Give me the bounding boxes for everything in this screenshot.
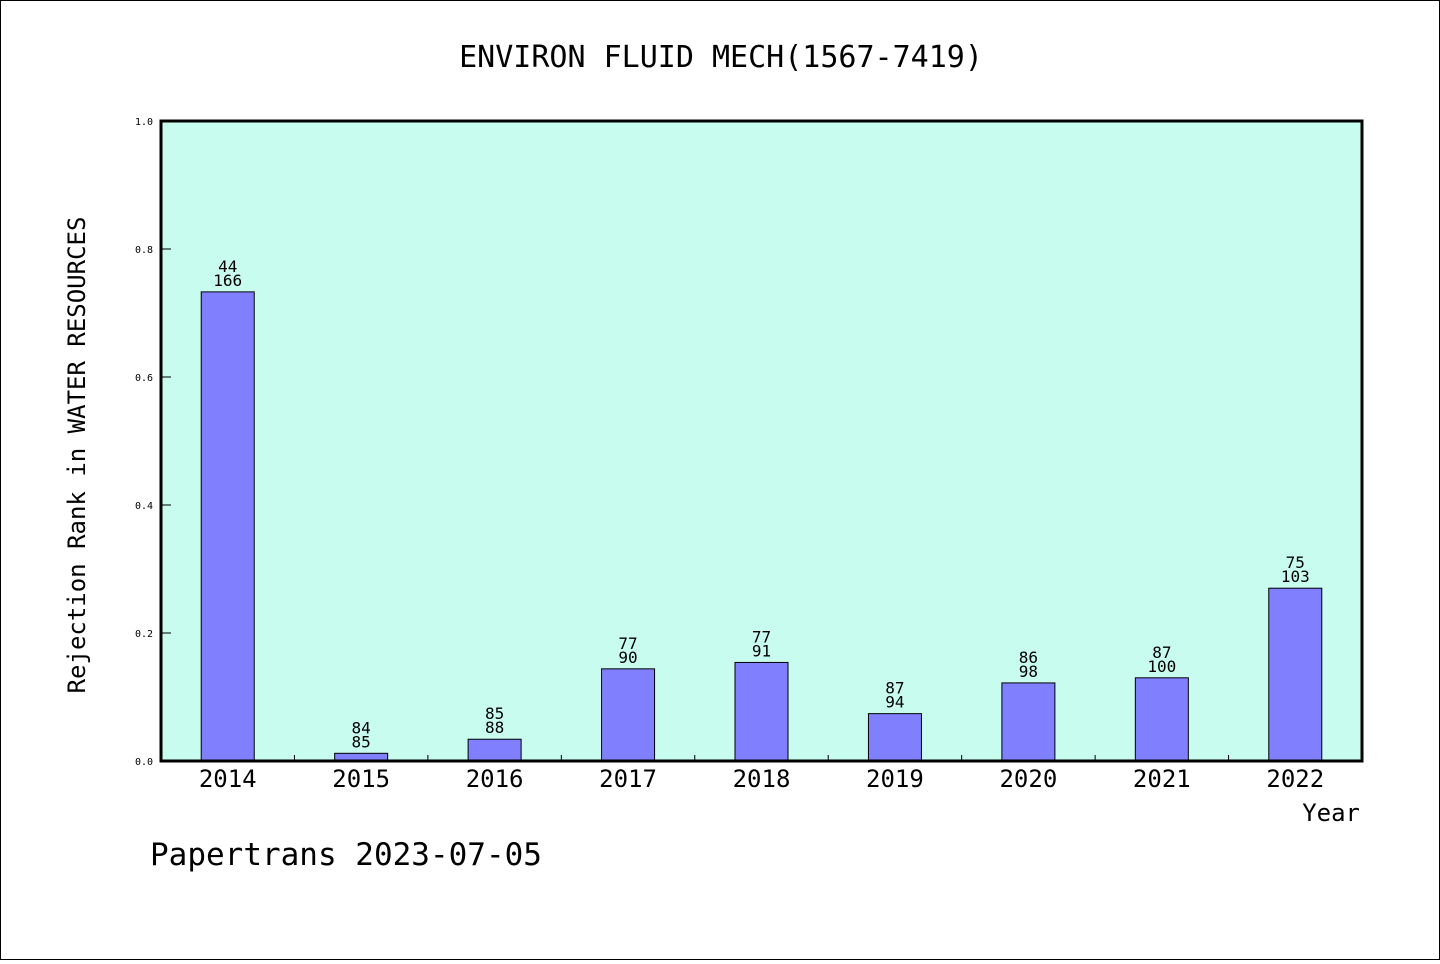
bar-label-top: 85 bbox=[485, 704, 504, 723]
plot-area bbox=[159, 119, 1364, 763]
bar-2022 bbox=[1268, 587, 1323, 762]
bar-label-bottom: 91 bbox=[752, 641, 771, 660]
x-tick-label: 2022 bbox=[1266, 765, 1324, 793]
x-tick-label: 2018 bbox=[733, 765, 791, 793]
x-axis-label: Year bbox=[1302, 799, 1360, 827]
y-tick-label: 0.0 bbox=[135, 757, 153, 768]
bar-label-bottom: 103 bbox=[1281, 567, 1310, 586]
bar-label-top: 84 bbox=[352, 718, 371, 737]
x-tick-label: 2017 bbox=[599, 765, 657, 793]
bars bbox=[200, 291, 1323, 762]
bar-2021 bbox=[1134, 677, 1189, 762]
bar-label-top: 86 bbox=[1019, 648, 1038, 667]
bar-2018 bbox=[734, 661, 789, 762]
y-tick-label: 1.0 bbox=[135, 117, 153, 128]
bar-2014 bbox=[200, 291, 255, 762]
bar-label-bottom: 88 bbox=[485, 718, 504, 737]
bar-label-top: 87 bbox=[1152, 643, 1171, 662]
y-tick-label: 0.4 bbox=[135, 501, 153, 512]
y-axis-label: Rejection Rank in WATER RESOURCES bbox=[63, 217, 91, 694]
bar-label-top: 87 bbox=[885, 679, 904, 698]
bar-2019 bbox=[867, 713, 922, 762]
x-tick-label: 2020 bbox=[999, 765, 1057, 793]
bar-2016 bbox=[467, 738, 522, 762]
bar-label-top: 77 bbox=[752, 627, 771, 646]
x-tick-label: 2019 bbox=[866, 765, 924, 793]
bar-label-top: 77 bbox=[618, 634, 637, 653]
bar-2020 bbox=[1001, 682, 1056, 762]
bar-label-bottom: 94 bbox=[885, 693, 904, 712]
chart-title: ENVIRON FLUID MECH(1567-7419) bbox=[459, 40, 983, 75]
x-tick-label: 2015 bbox=[332, 765, 390, 793]
bar-label-top: 44 bbox=[218, 257, 237, 276]
bar-label-bottom: 85 bbox=[352, 732, 371, 751]
bar-label-top: 75 bbox=[1286, 553, 1305, 572]
x-tick-label: 2016 bbox=[466, 765, 524, 793]
bar-2017 bbox=[601, 668, 656, 762]
bar-label-bottom: 98 bbox=[1019, 662, 1038, 681]
x-axis-ticks: 2014 2015 2016 2017 2018 2019 2020 2021 2022 bbox=[199, 755, 1324, 793]
y-tick-label: 0.8 bbox=[135, 245, 153, 256]
bar-label-bottom: 100 bbox=[1147, 657, 1176, 676]
x-tick-label: 2014 bbox=[199, 765, 257, 793]
y-tick-label: 0.6 bbox=[135, 373, 153, 384]
x-tick-label: 2021 bbox=[1133, 765, 1191, 793]
bar-label-bottom: 90 bbox=[618, 648, 637, 667]
bar-label-bottom: 166 bbox=[213, 271, 242, 290]
y-tick-label: 0.2 bbox=[135, 629, 153, 640]
plot-border bbox=[159, 119, 1364, 763]
footer-text: Papertrans 2023-07-05 bbox=[150, 837, 542, 873]
